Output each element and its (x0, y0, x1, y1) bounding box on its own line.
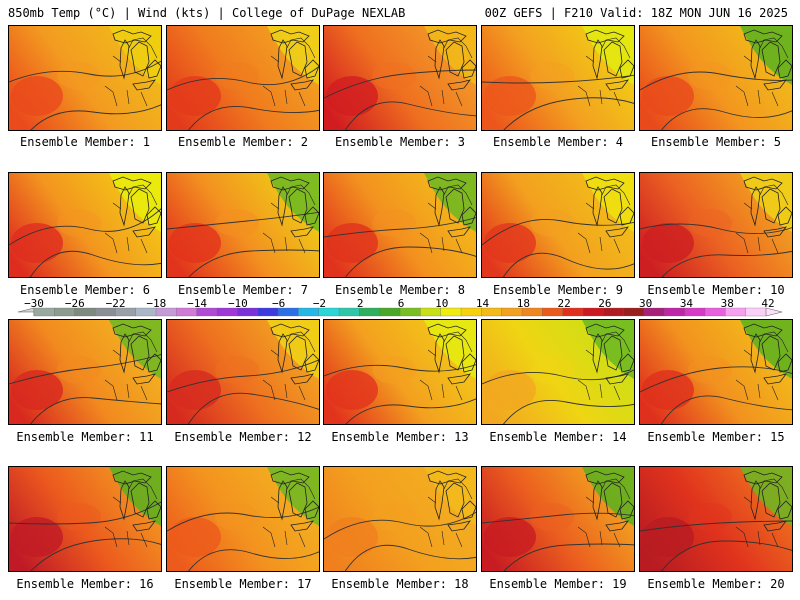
ensemble-map-panel (8, 319, 162, 425)
ensemble-member-label: Ensemble Member: 13 (331, 430, 469, 444)
ensemble-member-label: Ensemble Member: 2 (177, 135, 309, 149)
ensemble-map-panel (166, 25, 320, 131)
colorbar-tick-label: −30 (24, 297, 44, 310)
colorbar-tick-label: −10 (227, 297, 248, 310)
ensemble-member-label: Ensemble Member: 17 (174, 577, 312, 591)
colorbar-tick-label: 18 (516, 297, 530, 310)
ensemble-map-panel (639, 172, 793, 278)
ensemble-member-label: Ensemble Member: 1 (19, 135, 151, 149)
ensemble-map-panel (8, 25, 162, 131)
ensemble-map-panel (8, 466, 162, 572)
colorbar-tick-label: 2 (356, 297, 364, 310)
colorbar-tick-label: 30 (639, 297, 653, 310)
ensemble-member-label: Ensemble Member: 19 (489, 577, 627, 591)
colorbar-tick-label: −26 (64, 297, 85, 310)
colorbar-tick-label: −22 (105, 297, 126, 310)
ensemble-member-label: Ensemble Member: 8 (334, 283, 466, 297)
ensemble-map-panel (166, 172, 320, 278)
colorbar-tick-label: 10 (435, 297, 449, 310)
ensemble-member-label: Ensemble Member: 15 (647, 430, 785, 444)
ensemble-member-label: Ensemble Member: 18 (331, 577, 469, 591)
ensemble-member-label: Ensemble Member: 9 (492, 283, 624, 297)
temperature-colorbar (17, 307, 783, 317)
ensemble-map-panel (323, 25, 477, 131)
ensemble-member-label: Ensemble Member: 6 (19, 283, 151, 297)
colorbar-tick-label: 14 (475, 297, 490, 310)
ensemble-member-label: Ensemble Member: 16 (16, 577, 154, 591)
ensemble-map-panel (166, 319, 320, 425)
ensemble-member-label: Ensemble Member: 14 (489, 430, 627, 444)
colorbar-tick-label: −6 (272, 297, 286, 310)
ensemble-map-panel (639, 319, 793, 425)
colorbar-tick-label: −18 (146, 297, 167, 310)
colorbar-tick-label: 6 (397, 297, 405, 310)
ensemble-member-label: Ensemble Member: 5 (650, 135, 782, 149)
ensemble-map-panel (8, 172, 162, 278)
colorbar-tick-label: 26 (598, 297, 612, 310)
ensemble-map-panel (481, 25, 635, 131)
run-valid-time: 00Z GEFS | F210 Valid: 18Z MON JUN 16 20… (484, 6, 788, 20)
ensemble-member-label: Ensemble Member: 7 (177, 283, 309, 297)
ensemble-map-panel (639, 25, 793, 131)
ensemble-map-panel (481, 466, 635, 572)
map-title: 850mb Temp (°C) | Wind (kts) | College o… (8, 6, 406, 20)
colorbar-tick-label: 42 (761, 297, 775, 310)
ensemble-map-panel (323, 172, 477, 278)
colorbar-tick-label: 22 (557, 297, 571, 310)
ensemble-map-panel (481, 319, 635, 425)
ensemble-map-panel (481, 172, 635, 278)
ensemble-member-label: Ensemble Member: 4 (492, 135, 624, 149)
ensemble-member-label: Ensemble Member: 11 (16, 430, 154, 444)
ensemble-member-label: Ensemble Member: 12 (174, 430, 312, 444)
colorbar-tick-label: 34 (679, 297, 694, 310)
ensemble-member-label: Ensemble Member: 3 (334, 135, 466, 149)
ensemble-map-panel (639, 466, 793, 572)
ensemble-map-panel (323, 319, 477, 425)
colorbar-tick-label: 38 (720, 297, 734, 310)
ensemble-map-panel (323, 466, 477, 572)
colorbar-tick-label: −14 (187, 297, 208, 310)
ensemble-member-label: Ensemble Member: 20 (647, 577, 785, 591)
colorbar-tick-label: −2 (312, 297, 327, 310)
ensemble-member-label: Ensemble Member: 10 (647, 283, 785, 297)
ensemble-map-panel (166, 466, 320, 572)
